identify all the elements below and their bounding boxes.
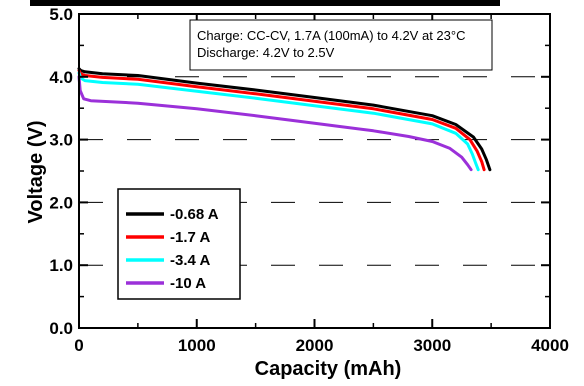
legend-label-3: -10 A: [170, 275, 206, 292]
x-axis-label: Capacity (mAh): [255, 358, 402, 380]
annotation-line-charge: Charge: CC-CV, 1.7A (100mA) to 4.2V at 2…: [197, 28, 465, 43]
annotation-frame: [189, 19, 493, 71]
annotation-box: Charge: CC-CV, 1.7A (100mA) to 4.2V at 2…: [189, 19, 493, 71]
legend-label-2: -3.4 A: [170, 252, 210, 269]
legend-frame: [117, 188, 241, 300]
legend-label-1: -1.7 A: [170, 229, 210, 246]
series-line-0: [77, 67, 492, 172]
annotation-line-discharge: Discharge: 4.2V to 2.5V: [197, 45, 335, 60]
y-tick-label: 0.0: [49, 319, 73, 338]
plot-frame: [78, 13, 551, 329]
x-tick-label: 4000: [531, 336, 569, 355]
y-axis-label: Voltage (V): [25, 121, 47, 224]
y-tick-label: 3.0: [49, 131, 73, 150]
x-tick-label: 2000: [296, 336, 334, 355]
top-edge-bar: [30, 0, 500, 6]
y-tick-label: 5.0: [49, 5, 73, 24]
series-line-2: [77, 71, 480, 172]
series-line-1: [77, 69, 486, 172]
y-tick-label: 2.0: [49, 193, 73, 212]
y-tick-label: 1.0: [49, 256, 73, 275]
x-tick-label: 3000: [413, 336, 451, 355]
y-tick-label: 4.0: [49, 68, 73, 87]
series-layer: [77, 67, 492, 172]
series-line-3: [77, 75, 473, 172]
legend: -0.68 A -1.7 A -3.4 A -10 A: [117, 188, 241, 300]
legend-label-0: -0.68 A: [170, 206, 219, 223]
x-tick-label: 1000: [178, 336, 216, 355]
x-tick-label: 0: [74, 336, 83, 355]
